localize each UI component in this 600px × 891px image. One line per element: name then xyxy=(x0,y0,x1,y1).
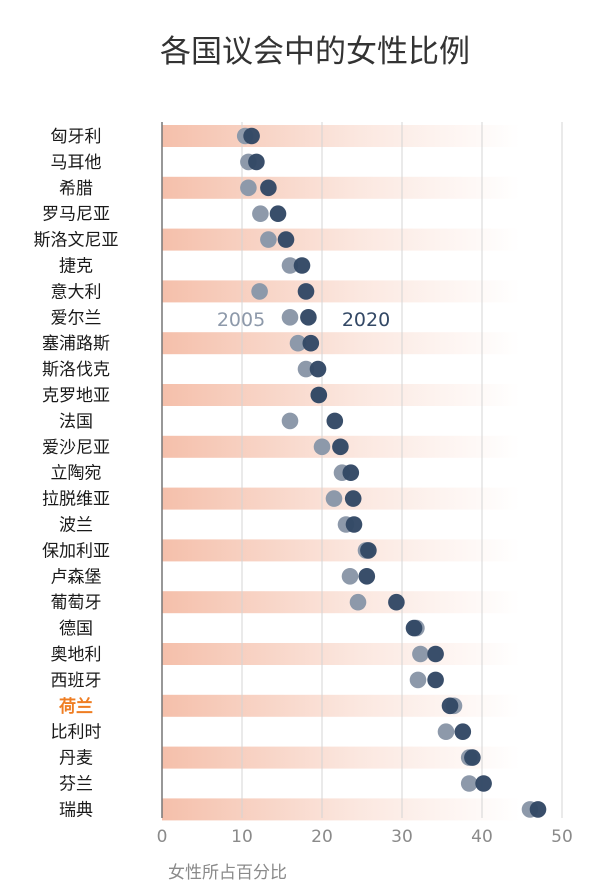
dot-2020 xyxy=(427,671,444,689)
dot-2020 xyxy=(243,127,260,145)
dot-2020 xyxy=(427,645,444,663)
country-label: 爱尔兰 xyxy=(51,308,102,328)
country-label: 法国 xyxy=(59,412,93,432)
row-band xyxy=(162,539,520,562)
dot-2020 xyxy=(326,412,344,430)
country-label: 斯洛伐克 xyxy=(42,360,110,380)
chart-title: 各国议会中的女性比例 xyxy=(160,34,470,70)
dot-2020 xyxy=(293,257,311,274)
country-label: 保加利亚 xyxy=(42,541,110,561)
dot-2020 xyxy=(529,801,547,818)
country-label: 塞浦路斯 xyxy=(42,334,110,354)
dot-2005 xyxy=(240,179,257,197)
country-label: 意大利 xyxy=(51,282,102,302)
row-band xyxy=(162,798,520,821)
country-label: 立陶宛 xyxy=(51,464,102,484)
dot-2020 xyxy=(302,334,320,352)
dot-2005 xyxy=(260,231,277,248)
x-tick-label: 50 xyxy=(551,827,573,847)
dot-2020 xyxy=(297,283,315,300)
country-label: 波兰 xyxy=(59,516,93,536)
country-label: 比利时 xyxy=(51,723,102,743)
dot-2020 xyxy=(342,464,360,482)
dot-2020 xyxy=(475,775,492,792)
dot-2020 xyxy=(441,697,459,715)
country-label: 斯洛文尼亚 xyxy=(34,231,119,251)
dot-2020 xyxy=(345,516,363,533)
dot-2005 xyxy=(297,360,315,378)
row-band xyxy=(162,176,520,199)
dot-2020 xyxy=(248,153,265,171)
dot-2005 xyxy=(281,412,299,430)
dot-2005 xyxy=(281,257,299,274)
x-tick-labels: 0 10 20 30 40 50 xyxy=(157,827,573,847)
grid-lines xyxy=(241,122,563,818)
dot-2005 xyxy=(341,568,359,585)
country-label: 希腊 xyxy=(59,179,93,199)
country-label: 丹麦 xyxy=(59,749,93,769)
dot-2020 xyxy=(360,542,377,559)
dot-2020 xyxy=(358,568,376,585)
dot-2020 xyxy=(405,619,423,637)
country-label: 拉脱维亚 xyxy=(42,490,110,510)
row-band xyxy=(162,643,520,665)
dot-2005 xyxy=(437,723,455,740)
dot-2005 xyxy=(251,283,268,300)
dot-2005 xyxy=(325,490,343,507)
dot-2020 xyxy=(277,231,295,248)
dot-2020 xyxy=(332,438,349,456)
dot-2005 xyxy=(460,775,478,792)
row-band xyxy=(162,746,520,769)
x-tick-label: 20 xyxy=(311,827,333,847)
row-band xyxy=(162,694,520,717)
country-label: 匈牙利 xyxy=(51,127,102,147)
dot-2005 xyxy=(252,205,269,222)
row-band xyxy=(162,384,520,406)
x-tick-label: 0 xyxy=(157,827,168,847)
country-label: 捷克 xyxy=(59,257,93,277)
dot-2020 xyxy=(454,723,472,740)
row-band xyxy=(162,280,520,303)
dot-2005 xyxy=(313,438,331,456)
country-label: 卢森堡 xyxy=(51,567,102,587)
series-label-2020: 2020 xyxy=(342,309,390,331)
dot-2005 xyxy=(409,671,427,689)
country-label: 马耳他 xyxy=(51,153,102,173)
row-band xyxy=(162,332,520,355)
dot-2005 xyxy=(349,593,367,611)
dot-2005 xyxy=(289,334,307,352)
row-band xyxy=(162,125,520,147)
row-band xyxy=(162,591,520,614)
series-label-2005: 2005 xyxy=(217,309,265,331)
country-label: 西班牙 xyxy=(51,671,102,691)
x-axis-label: 女性所占百分比 xyxy=(168,863,287,883)
dot-2020 xyxy=(269,205,287,222)
country-label: 芬兰 xyxy=(59,775,93,795)
row-band xyxy=(162,228,520,251)
country-labels: 匈牙利马耳他希腊罗马尼亚斯洛文尼亚捷克意大利爱尔兰塞浦路斯斯洛伐克克罗地亚法国爱… xyxy=(34,127,119,820)
dot-2020 xyxy=(310,386,328,404)
country-label: 爱沙尼亚 xyxy=(42,438,110,458)
data-points xyxy=(236,127,547,818)
country-label: 葡萄牙 xyxy=(51,593,102,613)
dot-2020 xyxy=(344,490,362,507)
country-label: 德国 xyxy=(59,619,93,639)
dot-2020 xyxy=(260,179,277,197)
x-tick-label: 10 xyxy=(231,827,253,847)
x-tick-label: 30 xyxy=(391,827,413,847)
dot-2005 xyxy=(412,645,429,663)
dot-2020 xyxy=(309,360,327,378)
x-tick-label: 40 xyxy=(471,827,493,847)
country-label: 瑞典 xyxy=(59,800,93,820)
country-label-highlighted: 荷兰 xyxy=(59,696,93,717)
country-label: 奥地利 xyxy=(51,645,102,665)
country-label: 克罗地亚 xyxy=(42,386,110,406)
dot-2020 xyxy=(388,593,405,611)
dot-2005 xyxy=(281,309,299,326)
dot-2020 xyxy=(300,309,317,326)
dot-2020 xyxy=(464,749,481,766)
country-label: 罗马尼亚 xyxy=(42,205,110,225)
